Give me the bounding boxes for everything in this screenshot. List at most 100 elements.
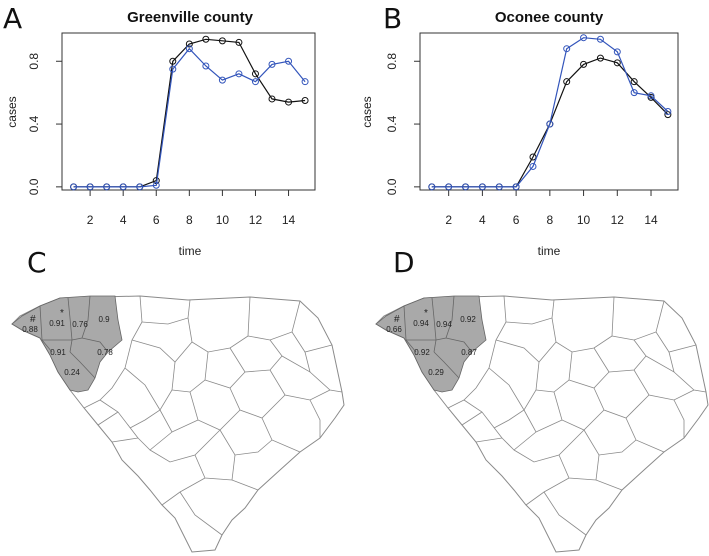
x-tick-label: 2 — [87, 213, 94, 227]
data-point-blue — [428, 183, 436, 191]
county-value: 0.76 — [72, 320, 88, 329]
county-value: 0.94 — [413, 319, 429, 328]
y-tick-label: 0.0 — [27, 178, 41, 195]
data-point-black — [185, 40, 193, 48]
highlighted-counties — [375, 295, 487, 393]
data-point-black — [664, 111, 672, 119]
data-point-black — [301, 97, 309, 105]
county-value: 0.88 — [22, 325, 38, 334]
data-point-black — [580, 60, 588, 68]
x-axis-label: time — [538, 244, 561, 258]
data-point-black — [251, 70, 259, 78]
data-point-blue — [630, 89, 638, 97]
x-tick-label: 14 — [644, 213, 658, 227]
county-value: 0.9 — [98, 315, 110, 324]
data-point-blue — [664, 108, 672, 115]
series-line-blue — [431, 37, 669, 188]
data-point-blue — [529, 162, 537, 170]
data-point-blue — [563, 45, 571, 53]
data-point-black — [285, 98, 293, 106]
data-point-black — [169, 57, 177, 65]
x-tick-label: 8 — [186, 213, 193, 227]
chart-oconee: Oconee county 2 4 6 8 10 12 14 0.0 0.4 0.8 time c… — [360, 9, 679, 258]
chart-greenville: Greenville county 2 4 6 8 10 12 14 0.0 0.4 0.8 ti… — [5, 9, 316, 258]
data-point-blue — [445, 183, 453, 191]
data-point-blue — [103, 183, 111, 191]
data-point-blue — [478, 183, 486, 191]
data-point-blue — [70, 183, 78, 191]
x-tick-label: 10 — [577, 213, 591, 227]
map-south-carolina-d: # * 0.66 0.94 0.94 0.92 0.92 0.87 0.29 — [375, 295, 709, 553]
data-point-black — [613, 59, 621, 67]
x-tick-label: 14 — [282, 213, 296, 227]
data-point-black — [235, 38, 243, 46]
plot-frame — [419, 32, 679, 191]
data-point-blue — [495, 183, 503, 191]
map-star-marker: * — [60, 308, 64, 319]
county-value: 0.87 — [461, 348, 477, 357]
county-value: 0.24 — [64, 368, 80, 377]
x-tick-label: 4 — [479, 213, 486, 227]
x-axis-label: time — [179, 244, 202, 258]
highlighted-counties — [11, 295, 123, 393]
data-point-blue — [546, 120, 554, 128]
data-point-blue — [512, 183, 520, 191]
data-point-blue — [462, 183, 470, 191]
data-point-blue — [202, 62, 210, 70]
county-value: 0.66 — [386, 325, 402, 334]
map-hash-marker: # — [30, 314, 36, 325]
data-point-blue — [152, 181, 160, 189]
x-tick-label: 6 — [513, 213, 520, 227]
plot-frame — [61, 32, 316, 191]
panel-letter-b: B — [383, 2, 402, 35]
map-star-marker: * — [424, 308, 428, 319]
panel-letter-d: D — [393, 246, 415, 279]
data-point-black — [529, 153, 537, 161]
data-point-blue — [86, 183, 94, 191]
county-value: 0.91 — [49, 319, 65, 328]
panel-letter-a: A — [3, 2, 22, 35]
data-point-blue — [185, 45, 193, 53]
y-tick-label: 0.8 — [27, 53, 41, 70]
data-point-black — [202, 35, 210, 43]
data-point-blue — [596, 35, 604, 43]
y-axis-label: cases — [5, 96, 19, 127]
map-south-carolina-c: # * 0.88 0.91 0.76 0.9 0.91 0.78 0.24 — [11, 295, 345, 553]
x-tick-label: 12 — [249, 213, 263, 227]
y-tick-label: 0.4 — [385, 115, 399, 132]
data-point-blue — [218, 76, 226, 84]
data-point-black — [596, 54, 604, 62]
data-point-black — [563, 78, 571, 86]
data-point-blue — [268, 60, 276, 68]
x-tick-label: 8 — [546, 213, 553, 227]
data-point-blue — [613, 48, 621, 56]
data-point-blue — [235, 70, 243, 78]
county-value: 0.92 — [460, 315, 476, 324]
chart-title: Oconee county — [495, 9, 604, 26]
data-point-blue — [647, 92, 655, 100]
map-hash-marker: # — [394, 314, 400, 325]
county-value: 0.94 — [436, 320, 452, 329]
series-line-blue — [73, 47, 306, 188]
data-point-blue — [136, 183, 144, 191]
data-point-black — [268, 95, 276, 103]
county-value: 0.78 — [97, 348, 113, 357]
data-point-blue — [285, 57, 293, 65]
data-point-black — [630, 78, 638, 86]
data-point-blue — [580, 34, 588, 42]
y-tick-label: 0.0 — [385, 178, 399, 195]
x-tick-label: 12 — [611, 213, 625, 227]
x-tick-label: 2 — [445, 213, 452, 227]
y-tick-label: 0.8 — [385, 53, 399, 70]
y-tick-label: 0.4 — [27, 115, 41, 132]
county-value: 0.29 — [428, 368, 444, 377]
panel-letter-c: C — [27, 246, 47, 279]
data-point-blue — [169, 65, 177, 73]
y-axis-label: cases — [360, 96, 374, 127]
data-point-blue — [251, 78, 259, 86]
data-point-blue — [119, 183, 127, 191]
chart-title: Greenville county — [127, 9, 254, 26]
data-point-black — [218, 37, 226, 45]
x-tick-label: 4 — [120, 213, 127, 227]
